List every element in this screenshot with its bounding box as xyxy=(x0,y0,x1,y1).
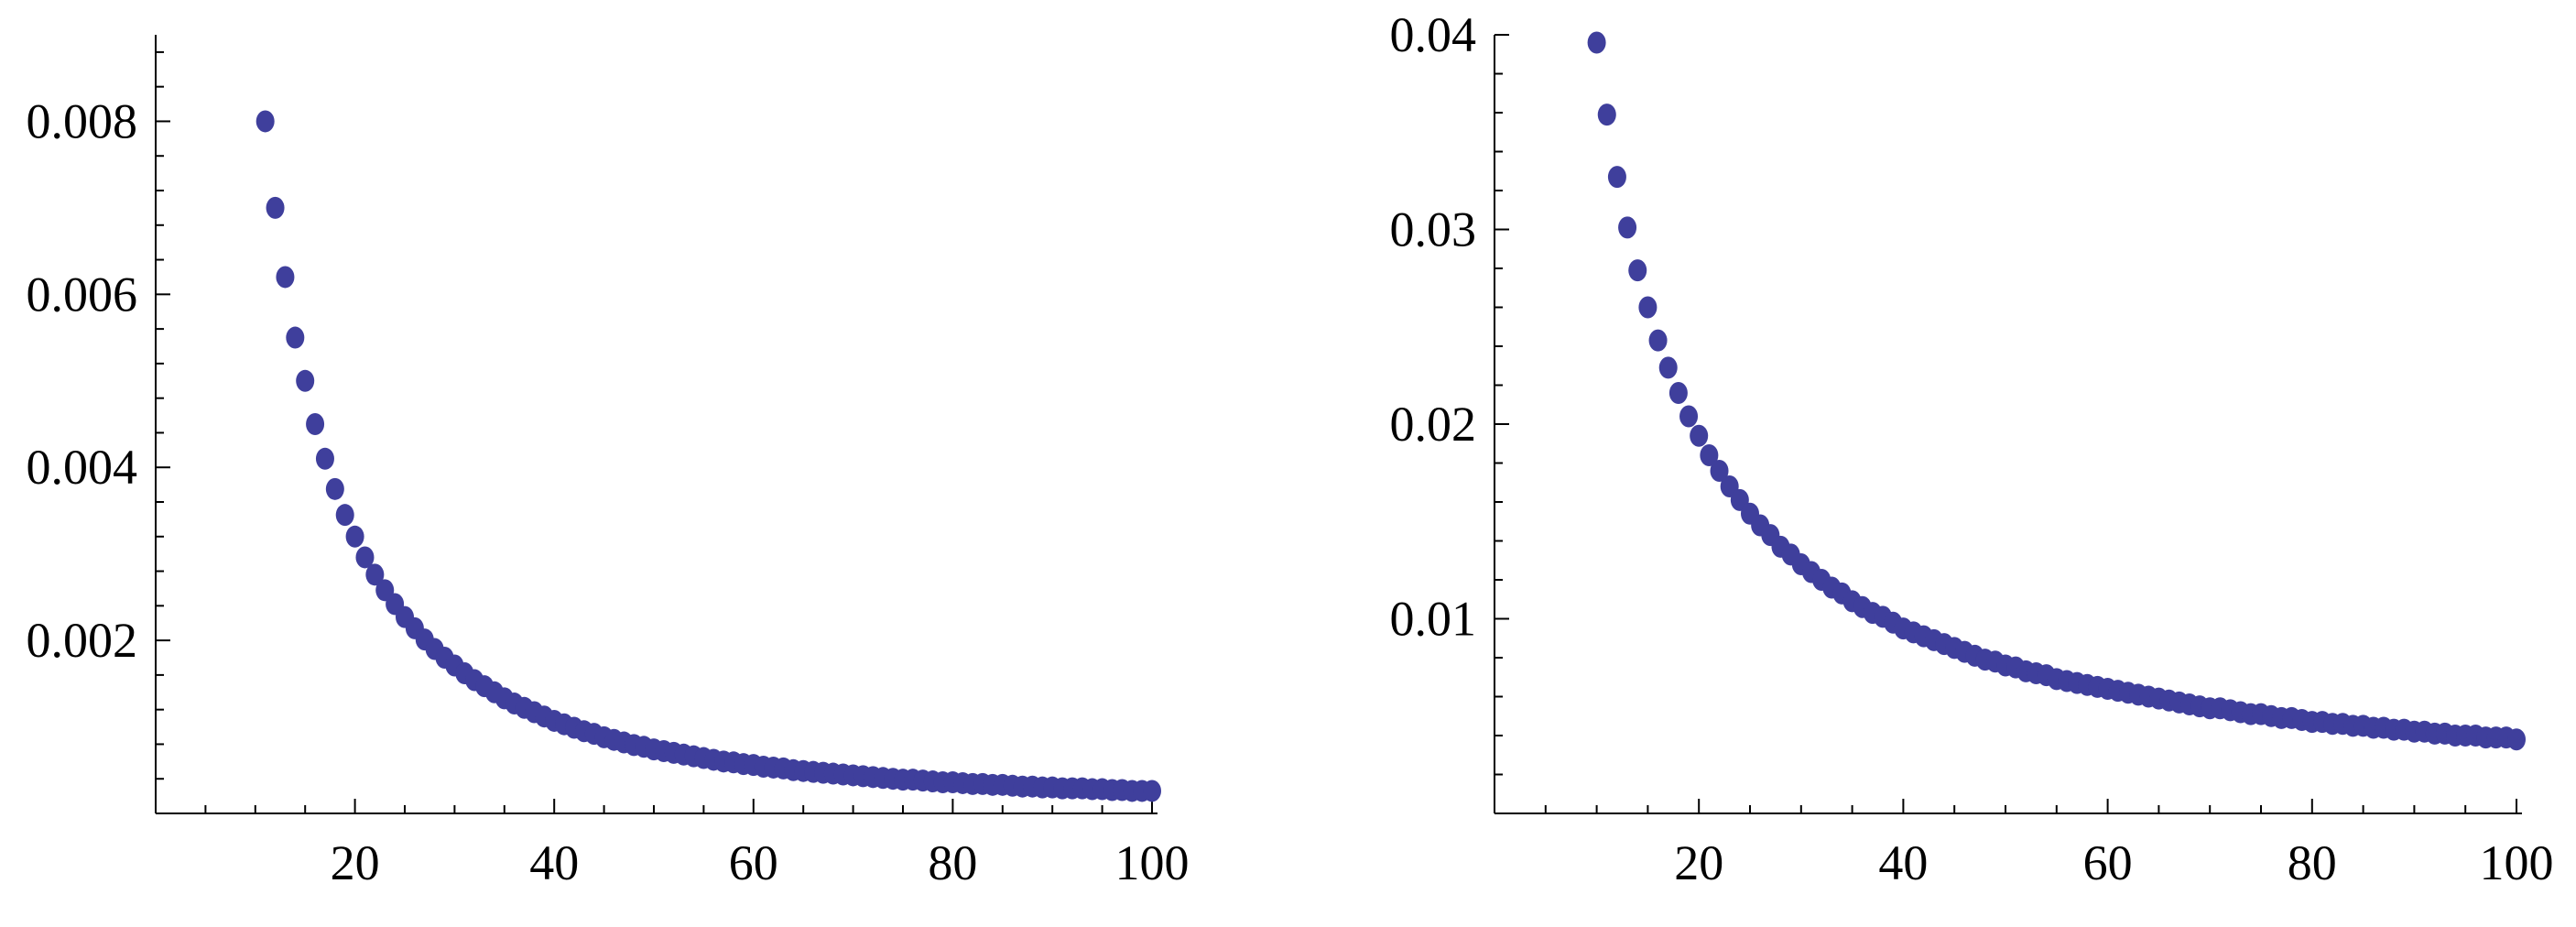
data-point xyxy=(1679,405,1699,428)
data-point xyxy=(255,110,275,133)
data-point xyxy=(1648,329,1668,352)
data-point xyxy=(266,196,285,219)
data-point xyxy=(1700,444,1719,466)
data-point xyxy=(1607,166,1626,189)
x-tick-label: 60 xyxy=(2083,835,2133,890)
data-point xyxy=(1628,259,1647,282)
data-point xyxy=(325,477,344,500)
x-tick-label: 40 xyxy=(529,835,579,890)
y-tick-label: 0.004 xyxy=(27,440,138,495)
data-point xyxy=(1638,296,1658,319)
y-tick-label: 0.03 xyxy=(1390,202,1477,257)
data-point xyxy=(286,326,305,349)
data-point xyxy=(335,504,354,527)
y-tick-label: 0.02 xyxy=(1390,397,1477,452)
x-tick-label: 20 xyxy=(331,835,380,890)
data-point xyxy=(1690,424,1709,447)
data-point xyxy=(345,525,364,548)
y-tick-label: 0.04 xyxy=(1390,7,1477,62)
data-point xyxy=(276,266,295,289)
x-tick-label: 100 xyxy=(2480,835,2554,890)
data-point xyxy=(1658,356,1678,379)
x-tick-label: 80 xyxy=(928,835,977,890)
data-point xyxy=(1587,31,1606,54)
data-point xyxy=(355,546,375,569)
y-tick-label: 0.006 xyxy=(27,267,138,322)
data-point xyxy=(1143,780,1161,802)
x-tick-label: 80 xyxy=(2288,835,2337,890)
x-tick-label: 60 xyxy=(729,835,778,890)
data-point xyxy=(1597,104,1616,126)
x-tick-label: 100 xyxy=(1115,835,1190,890)
data-point xyxy=(296,369,315,392)
y-tick-label: 0.008 xyxy=(27,93,138,148)
data-point xyxy=(306,413,325,435)
x-tick-label: 20 xyxy=(1674,835,1723,890)
left-scatter-chart: 20 40 60 80 100 0.002 0.004 0.006 0.008 xyxy=(27,35,1190,890)
x-tick-label: 40 xyxy=(1878,835,1928,890)
data-point xyxy=(1618,216,1637,239)
y-tick-label: 0.002 xyxy=(27,613,138,668)
data-point xyxy=(2507,728,2526,751)
data-point xyxy=(1668,382,1688,404)
data-point xyxy=(315,447,334,470)
data-point xyxy=(1710,460,1729,482)
data-point xyxy=(365,563,385,586)
right-scatter-chart: 20 40 60 80 100 0.01 0.02 0.03 0.04 xyxy=(1390,7,2554,890)
y-tick-label: 0.01 xyxy=(1390,592,1477,647)
